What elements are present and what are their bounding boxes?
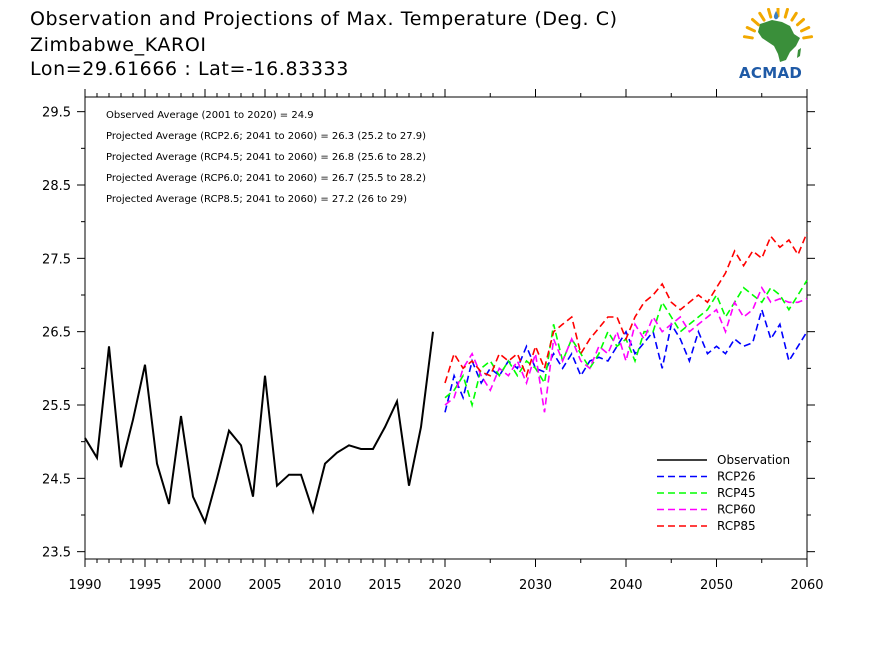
series-line-observation <box>84 331 434 526</box>
x-tick-label: 2010 <box>308 578 341 593</box>
africa-map-icon <box>742 6 814 62</box>
series-line-rcp26 <box>444 306 808 413</box>
y-tick-label: 29.5 <box>42 106 71 121</box>
acmad-logo-text: ACMAD <box>739 64 803 82</box>
sun-ray <box>802 35 814 40</box>
africa-shape <box>758 20 800 62</box>
y-tick-label: 27.5 <box>42 252 71 267</box>
legend-label-rcp60: RCP60 <box>717 503 756 517</box>
x-tick-label: 1990 <box>68 578 101 593</box>
sun-ray <box>750 18 760 27</box>
x-axis: 1990 1995 2000 2005 2010 2015 2020 2030 2040 2050… <box>68 89 824 593</box>
series-line-rcp60 <box>444 285 808 413</box>
stat-observed: Observed Average (2001 to 2020) = 24.9 <box>106 110 314 121</box>
sun-ray <box>758 11 766 22</box>
x-tick-label: 2040 <box>609 578 642 593</box>
chart-title: Observation and Projections of Max. Temp… <box>30 8 618 30</box>
legend-label-rcp85: RCP85 <box>717 519 756 533</box>
sun-ray <box>790 11 798 22</box>
y-tick-label: 26.5 <box>42 326 71 341</box>
station-coordinates: Lon=29.61666 : Lat=-16.83333 <box>30 58 349 80</box>
sun-ray <box>767 7 773 19</box>
legend-label-observation: Observation <box>717 453 790 467</box>
stat-rcp60: Projected Average (RCP6.0; 2041 to 2060)… <box>106 173 426 184</box>
x-tick-label: 2030 <box>519 578 552 593</box>
sun-ray <box>745 26 756 33</box>
sun-rays-icon <box>742 6 814 40</box>
x-tick-label: 2005 <box>248 578 281 593</box>
x-tick-label: 1995 <box>128 578 161 593</box>
stat-rcp85: Projected Average (RCP8.5; 2041 to 2060)… <box>106 194 407 205</box>
stats-block: Observed Average (2001 to 2020) = 24.9 P… <box>106 110 426 205</box>
y-tick-label: 23.5 <box>42 546 71 561</box>
series-line-rcp45 <box>444 279 808 408</box>
madagascar-shape <box>797 48 801 58</box>
water-drop-icon <box>773 11 779 20</box>
series-line-rcp85 <box>444 232 808 384</box>
plot-frame <box>84 96 808 560</box>
x-tick-label: 2015 <box>368 578 401 593</box>
sun-ray <box>796 18 806 27</box>
legend-label-rcp26: RCP26 <box>717 470 756 484</box>
stat-rcp45: Projected Average (RCP4.5; 2041 to 2060)… <box>106 152 426 163</box>
x-tick-label: 2060 <box>790 578 823 593</box>
y-axis: 23.5 24.5 25.5 26.5 27.5 28.5 29.5 <box>42 106 815 561</box>
sun-ray <box>800 26 811 33</box>
acmad-logo <box>738 6 818 88</box>
station-name: Zimbabwe_KAROI <box>30 34 207 56</box>
x-tick-label: 2050 <box>700 578 733 593</box>
sun-ray <box>783 7 789 19</box>
y-tick-label: 25.5 <box>42 399 71 414</box>
series-layer <box>84 232 808 526</box>
stat-rcp26: Projected Average (RCP2.6; 2041 to 2060)… <box>106 131 426 142</box>
x-tick-label: 2000 <box>188 578 221 593</box>
x-tick-label: 2020 <box>428 578 461 593</box>
sun-ray <box>742 35 754 40</box>
y-tick-label: 28.5 <box>42 179 71 194</box>
legend-label-rcp45: RCP45 <box>717 486 756 500</box>
y-tick-label: 24.5 <box>42 472 71 487</box>
legend: Observation RCP26 RCP45 RCP60 RCP85 <box>657 453 790 533</box>
